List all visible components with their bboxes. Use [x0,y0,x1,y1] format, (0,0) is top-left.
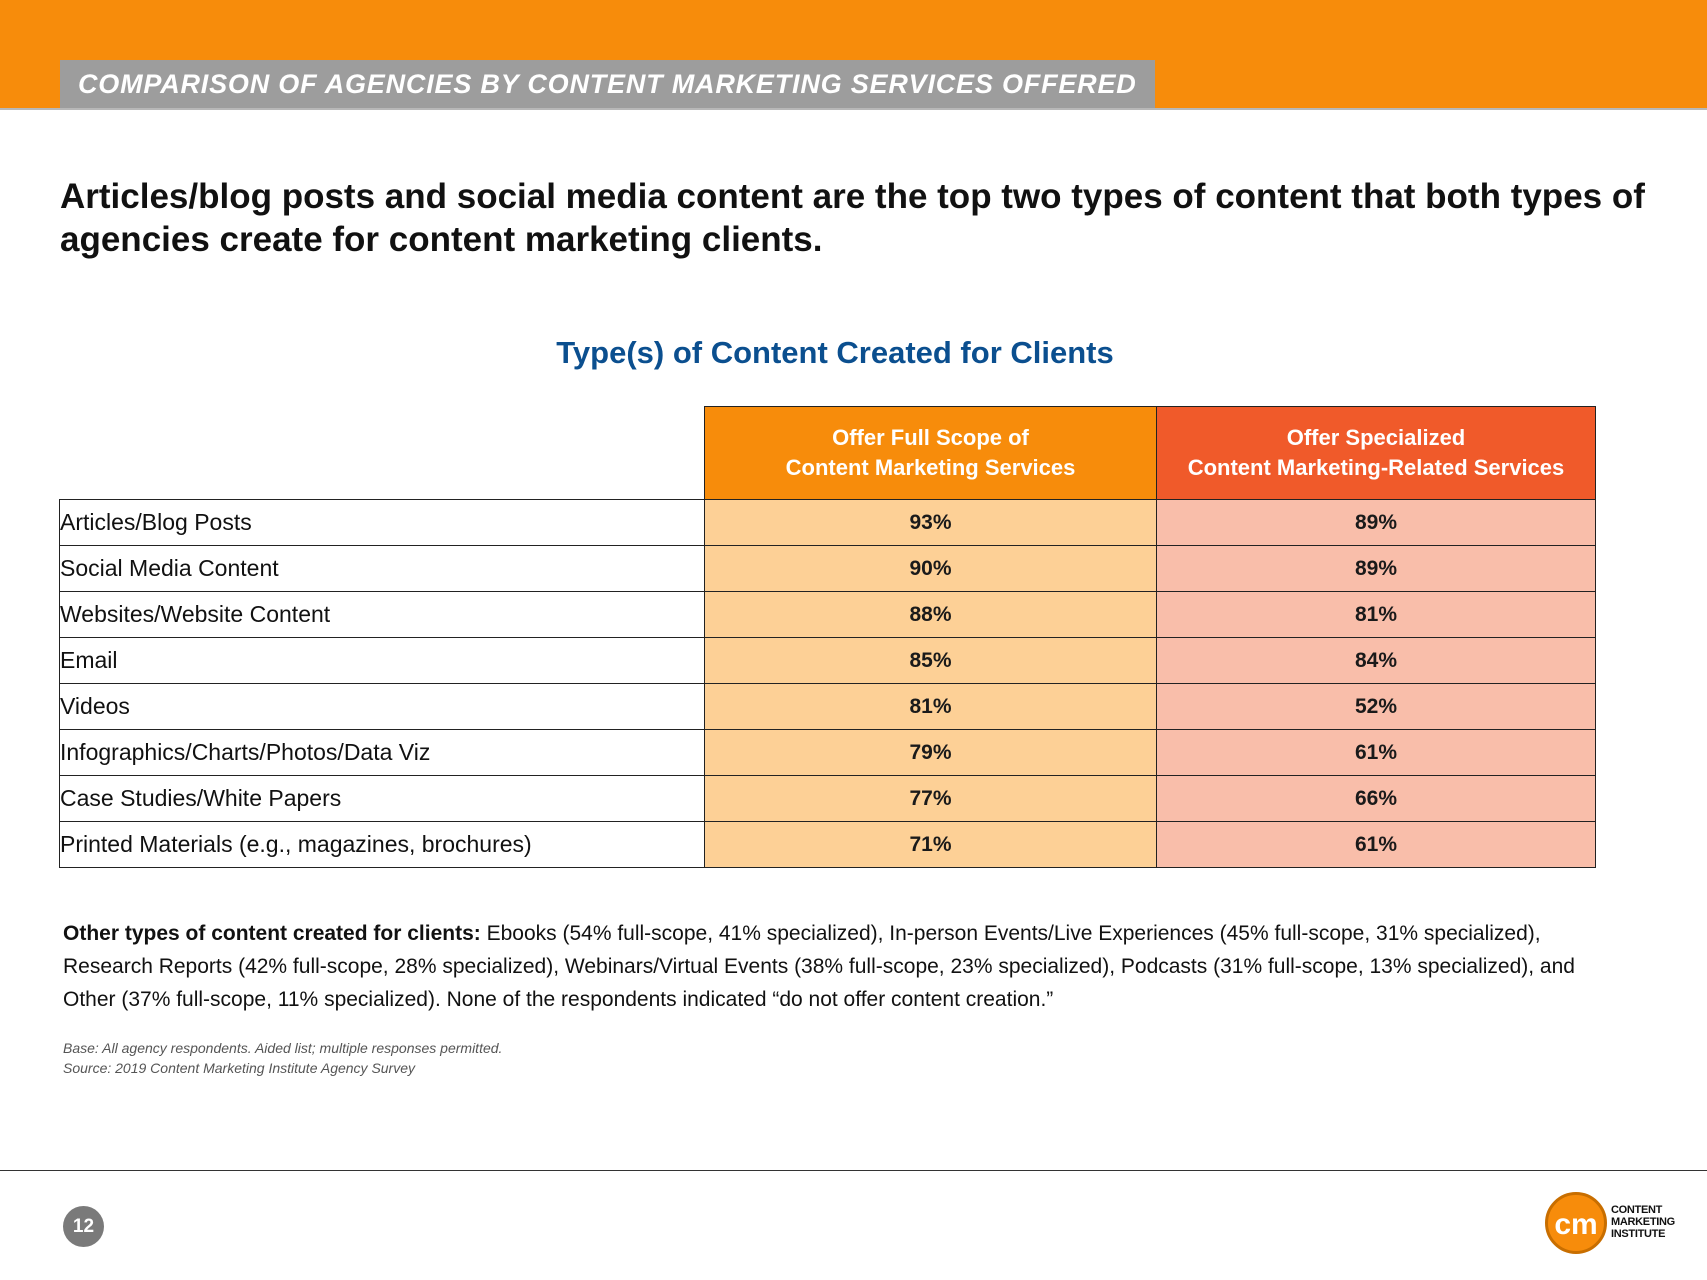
col-spec-line1: Offer Specialized [1286,425,1466,450]
row-label: Websites/Website Content [59,591,705,638]
logo-line-2: MARKETING [1611,1216,1675,1228]
logo-line-3: INSTITUTE [1611,1228,1666,1240]
other-content-note: Other types of content created for clien… [63,917,1623,1016]
table-row: Printed Materials (e.g., magazines, broc… [59,821,1596,868]
source-text: Source: 2019 Content Marketing Institute… [63,1060,416,1076]
specialized-value: 84% [1156,637,1596,684]
table-row: Videos 81% 52% [59,683,1596,730]
full-scope-value: 77% [704,775,1157,822]
full-scope-value: 90% [704,545,1157,592]
content-types-table: Offer Full Scope of Content Marketing Se… [59,406,1596,868]
table-row: Case Studies/White Papers 77% 66% [59,775,1596,822]
footer-divider [0,1170,1707,1171]
specialized-value: 66% [1156,775,1596,822]
specialized-value: 61% [1156,729,1596,776]
col-spec-line2: Content Marketing-Related Services [1187,455,1565,480]
full-scope-value: 81% [704,683,1157,730]
col-full-line1: Offer Full Scope of [832,425,1029,450]
table-row: Email 85% 84% [59,637,1596,684]
table-row: Articles/Blog Posts 93% 89% [59,499,1596,546]
section-title: COMPARISON OF AGENCIES BY CONTENT MARKET… [60,60,1155,108]
full-scope-value: 88% [704,591,1157,638]
cmi-logo: cm CONTENT MARKETING INSTITUTE [1545,1192,1705,1262]
base-text: Base: All agency respondents. Aided list… [63,1040,503,1056]
logo-wordmark: CONTENT MARKETING INSTITUTE [1611,1204,1675,1240]
column-header-specialized: Offer Specialized Content Marketing-Rela… [1156,406,1596,500]
specialized-value: 89% [1156,545,1596,592]
row-label: Videos [59,683,705,730]
table-row: Social Media Content 90% 89% [59,545,1596,592]
row-label: Case Studies/White Papers [59,775,705,822]
note-body: Ebooks (54% full-scope, 41% specialized)… [63,922,1575,1011]
specialized-value: 52% [1156,683,1596,730]
col-full-line2: Content Marketing Services [785,455,1076,480]
table-title: Type(s) of Content Created for Clients [556,335,1114,370]
note-lead: Other types of content created for clien… [63,922,481,945]
full-scope-value: 71% [704,821,1157,868]
base-and-source: Base: All agency respondents. Aided list… [63,1038,502,1078]
header-blank-cell [60,407,705,500]
specialized-value: 81% [1156,591,1596,638]
full-scope-value: 79% [704,729,1157,776]
full-scope-value: 93% [704,499,1157,546]
logo-line-1: CONTENT [1611,1204,1663,1216]
full-scope-value: 85% [704,637,1157,684]
specialized-value: 89% [1156,499,1596,546]
table-row: Infographics/Charts/Photos/Data Viz 79% … [59,729,1596,776]
row-label: Infographics/Charts/Photos/Data Viz [59,729,705,776]
page-number-badge: 12 [63,1206,104,1247]
specialized-value: 61% [1156,821,1596,868]
column-header-full-scope: Offer Full Scope of Content Marketing Se… [704,406,1157,500]
cm-logo-icon: cm [1545,1192,1607,1254]
row-label: Email [59,637,705,684]
table-row: Websites/Website Content 88% 81% [59,591,1596,638]
page-headline: Articles/blog posts and social media con… [60,177,1645,259]
row-label: Articles/Blog Posts [59,499,705,546]
row-label: Printed Materials (e.g., magazines, broc… [59,821,705,868]
row-label: Social Media Content [59,545,705,592]
